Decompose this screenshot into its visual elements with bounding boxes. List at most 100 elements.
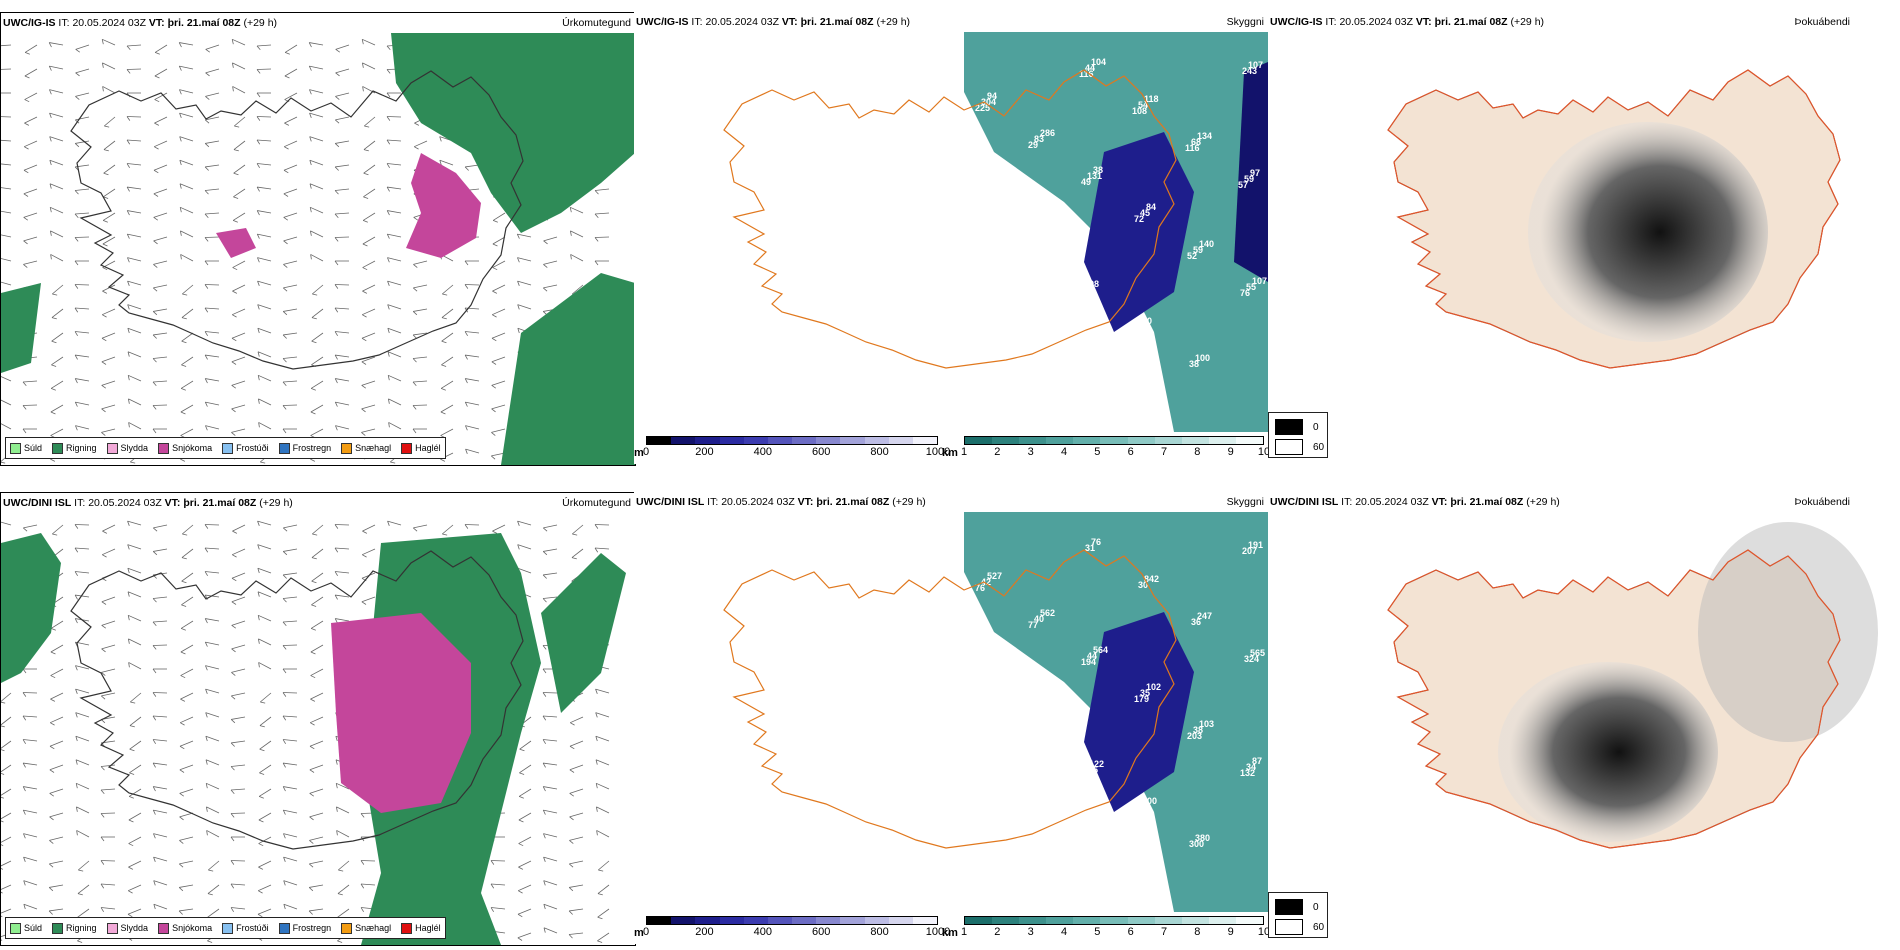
colorbar-tick: 600 (812, 446, 831, 458)
snow-area (331, 613, 471, 813)
wind-barb (178, 884, 194, 892)
wind-barb (75, 735, 90, 742)
wind-barb (542, 809, 558, 815)
wind-barb (204, 641, 220, 647)
wind-barb (334, 236, 350, 242)
wind-barb (542, 739, 558, 745)
wind-barb (412, 380, 428, 387)
ceiling-value: 98 (1089, 279, 1099, 289)
wind-barb (543, 927, 558, 934)
wind-barb (442, 524, 454, 536)
wind-barb (282, 548, 298, 556)
colorbar-segment (1073, 917, 1101, 924)
legend-item: Haglél (401, 442, 441, 454)
ceiling-colorbar: 0 200 400 600 800 1000 (643, 916, 950, 939)
ceiling-value: 104 (1091, 57, 1106, 67)
wind-barb (180, 692, 194, 702)
colorbar-segment (1208, 917, 1236, 924)
colorbar-segment (671, 437, 696, 444)
wind-barb (232, 284, 246, 294)
wind-barb (309, 788, 324, 797)
ceiling-colorbar: 0 200 400 600 800 1000 (643, 436, 950, 459)
wind-barb (74, 524, 90, 529)
wind-barb (413, 524, 428, 532)
wind-barb (230, 788, 246, 795)
wind-barb (22, 809, 38, 815)
wind-barb (258, 662, 272, 670)
fog-map (1387, 69, 1841, 369)
colorbar-tick: 600 (812, 926, 831, 938)
rain-area (541, 553, 626, 713)
wind-barb (282, 356, 298, 363)
colorbar-tick: 1000 (925, 926, 951, 938)
wind-barb (22, 404, 38, 410)
wind-barb (101, 620, 116, 629)
colorbar-segment (840, 437, 865, 444)
wind-barb (204, 212, 220, 219)
wind-barb (100, 716, 116, 724)
wind-barb (570, 230, 584, 238)
wind-barb (128, 884, 142, 894)
ceiling-value: 59 (1193, 245, 1203, 255)
colorbar-tick: 200 (695, 926, 714, 938)
wind-barb (204, 140, 220, 148)
ceiling-value: 118 (1144, 94, 1159, 104)
ceiling-value: 76 (1240, 288, 1250, 298)
wind-barb (1, 116, 12, 118)
legend-swatch (158, 442, 170, 454)
wind-barb (24, 92, 38, 103)
wind-barb (205, 425, 220, 431)
legend-label: Frostregn (292, 923, 332, 933)
wind-barb (152, 332, 168, 339)
colorbar-tick: 8 (1194, 446, 1201, 458)
wind-barb (257, 544, 272, 550)
wind-barb (542, 762, 558, 768)
colorbar-segment (1235, 437, 1264, 444)
ceiling-value: 94 (987, 91, 997, 101)
wind-barb (283, 260, 298, 268)
ceiling-value: 44 (1085, 63, 1095, 73)
wind-barb (50, 380, 64, 391)
wind-barb (387, 257, 402, 263)
colorbar-tick: 7 (1160, 926, 1168, 938)
wind-barb (258, 788, 272, 799)
wind-barb (257, 327, 272, 334)
wind-barb (412, 308, 428, 316)
colorbar-tick: 9 (1227, 446, 1234, 458)
wind-barb (207, 884, 220, 896)
wind-barb (128, 398, 142, 406)
legend-label: Rigning (66, 923, 97, 933)
wind-barb (101, 692, 116, 700)
wind-barb (126, 163, 142, 169)
wind-barb (102, 212, 116, 223)
wind-barb (361, 332, 376, 342)
wind-barb (257, 374, 272, 382)
wind-barb (180, 254, 194, 262)
wind-barb (179, 112, 194, 118)
wind-barb (178, 65, 194, 71)
legend-swatch (278, 922, 290, 934)
ceiling-value: 286 (1040, 128, 1055, 138)
wind-barb (283, 188, 298, 197)
ceiling-value: 203 (1187, 731, 1202, 741)
wind-barb (152, 692, 168, 697)
wind-barb (1, 398, 12, 406)
wind-barb (465, 448, 480, 454)
wind-barb (232, 548, 246, 558)
wind-barb (153, 284, 168, 292)
wind-barb (334, 164, 350, 171)
ceiling-value: 32 (979, 799, 989, 809)
wind-barb (1, 92, 11, 94)
ceiling-value: 38 (1193, 725, 1203, 735)
panel-header: UWC/DINI ISL IT: 20.05.2024 03Z VT: þri.… (634, 492, 1268, 512)
wind-barb (543, 260, 558, 268)
wind-barb (282, 308, 298, 316)
wind-barb (103, 164, 116, 176)
visibility-unit: km (942, 447, 958, 459)
wind-barb (257, 304, 272, 310)
wind-barb (231, 668, 246, 676)
wind-barb (1, 68, 12, 70)
colorbar-segment (671, 917, 696, 924)
ceiling-value: 127 (977, 211, 992, 221)
wind-barb (282, 428, 297, 434)
